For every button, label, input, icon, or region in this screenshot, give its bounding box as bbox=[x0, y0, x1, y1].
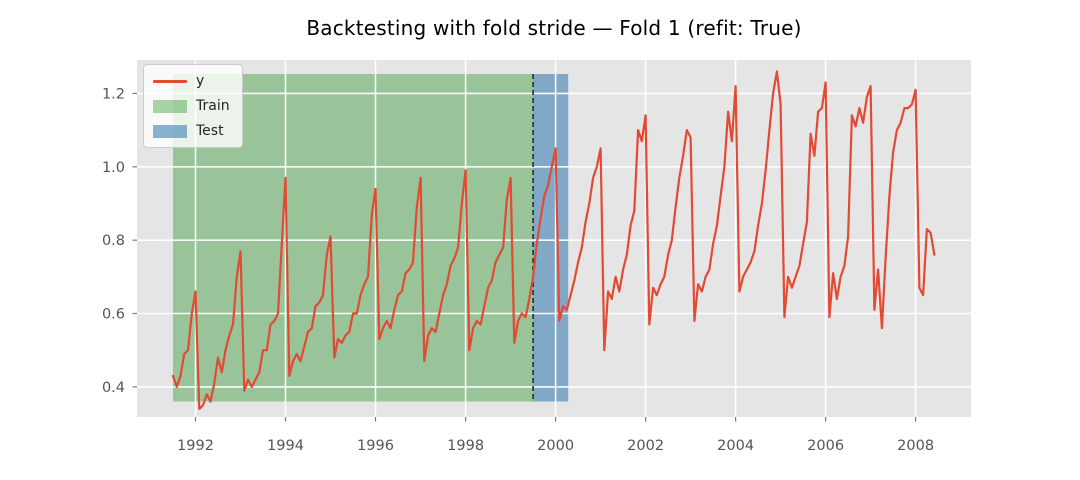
legend-label-y: y bbox=[196, 73, 205, 89]
x-tick-label-1992: 1992 bbox=[177, 438, 214, 454]
x-tick-label-2008: 2008 bbox=[897, 438, 934, 454]
x-tick-label-1996: 1996 bbox=[357, 438, 394, 454]
legend-patch-swatch-test bbox=[153, 124, 187, 138]
x-tick-label-1994: 1994 bbox=[267, 438, 304, 454]
series-line-y bbox=[171, 70, 936, 410]
legend-item-train: Train bbox=[153, 97, 230, 115]
test-region bbox=[533, 74, 569, 402]
legend: y Train Test bbox=[143, 64, 243, 148]
legend-label-train: Train bbox=[196, 98, 230, 114]
x-tick-label-2006: 2006 bbox=[807, 438, 844, 454]
legend-item-y: y bbox=[153, 72, 230, 90]
chart-title: Backtesting with fold stride — Fold 1 (r… bbox=[306, 16, 802, 40]
x-tick-label-1998: 1998 bbox=[447, 438, 484, 454]
y-tick-label-1.0: 1.0 bbox=[102, 160, 125, 176]
y-tick-label-0.8: 0.8 bbox=[102, 233, 125, 249]
legend-patch-swatch-train bbox=[153, 99, 187, 113]
legend-label-test: Test bbox=[196, 123, 224, 139]
x-tick-label-2002: 2002 bbox=[627, 438, 664, 454]
legend-item-test: Test bbox=[153, 122, 230, 140]
y-tick-label-1.2: 1.2 bbox=[102, 86, 125, 102]
x-tick-label-2004: 2004 bbox=[717, 438, 754, 454]
x-tick-label-2000: 2000 bbox=[537, 438, 574, 454]
y-tick-label-0.6: 0.6 bbox=[102, 307, 125, 323]
legend-line-swatch-y bbox=[153, 79, 187, 83]
y-tick-label-0.4: 0.4 bbox=[102, 380, 125, 396]
